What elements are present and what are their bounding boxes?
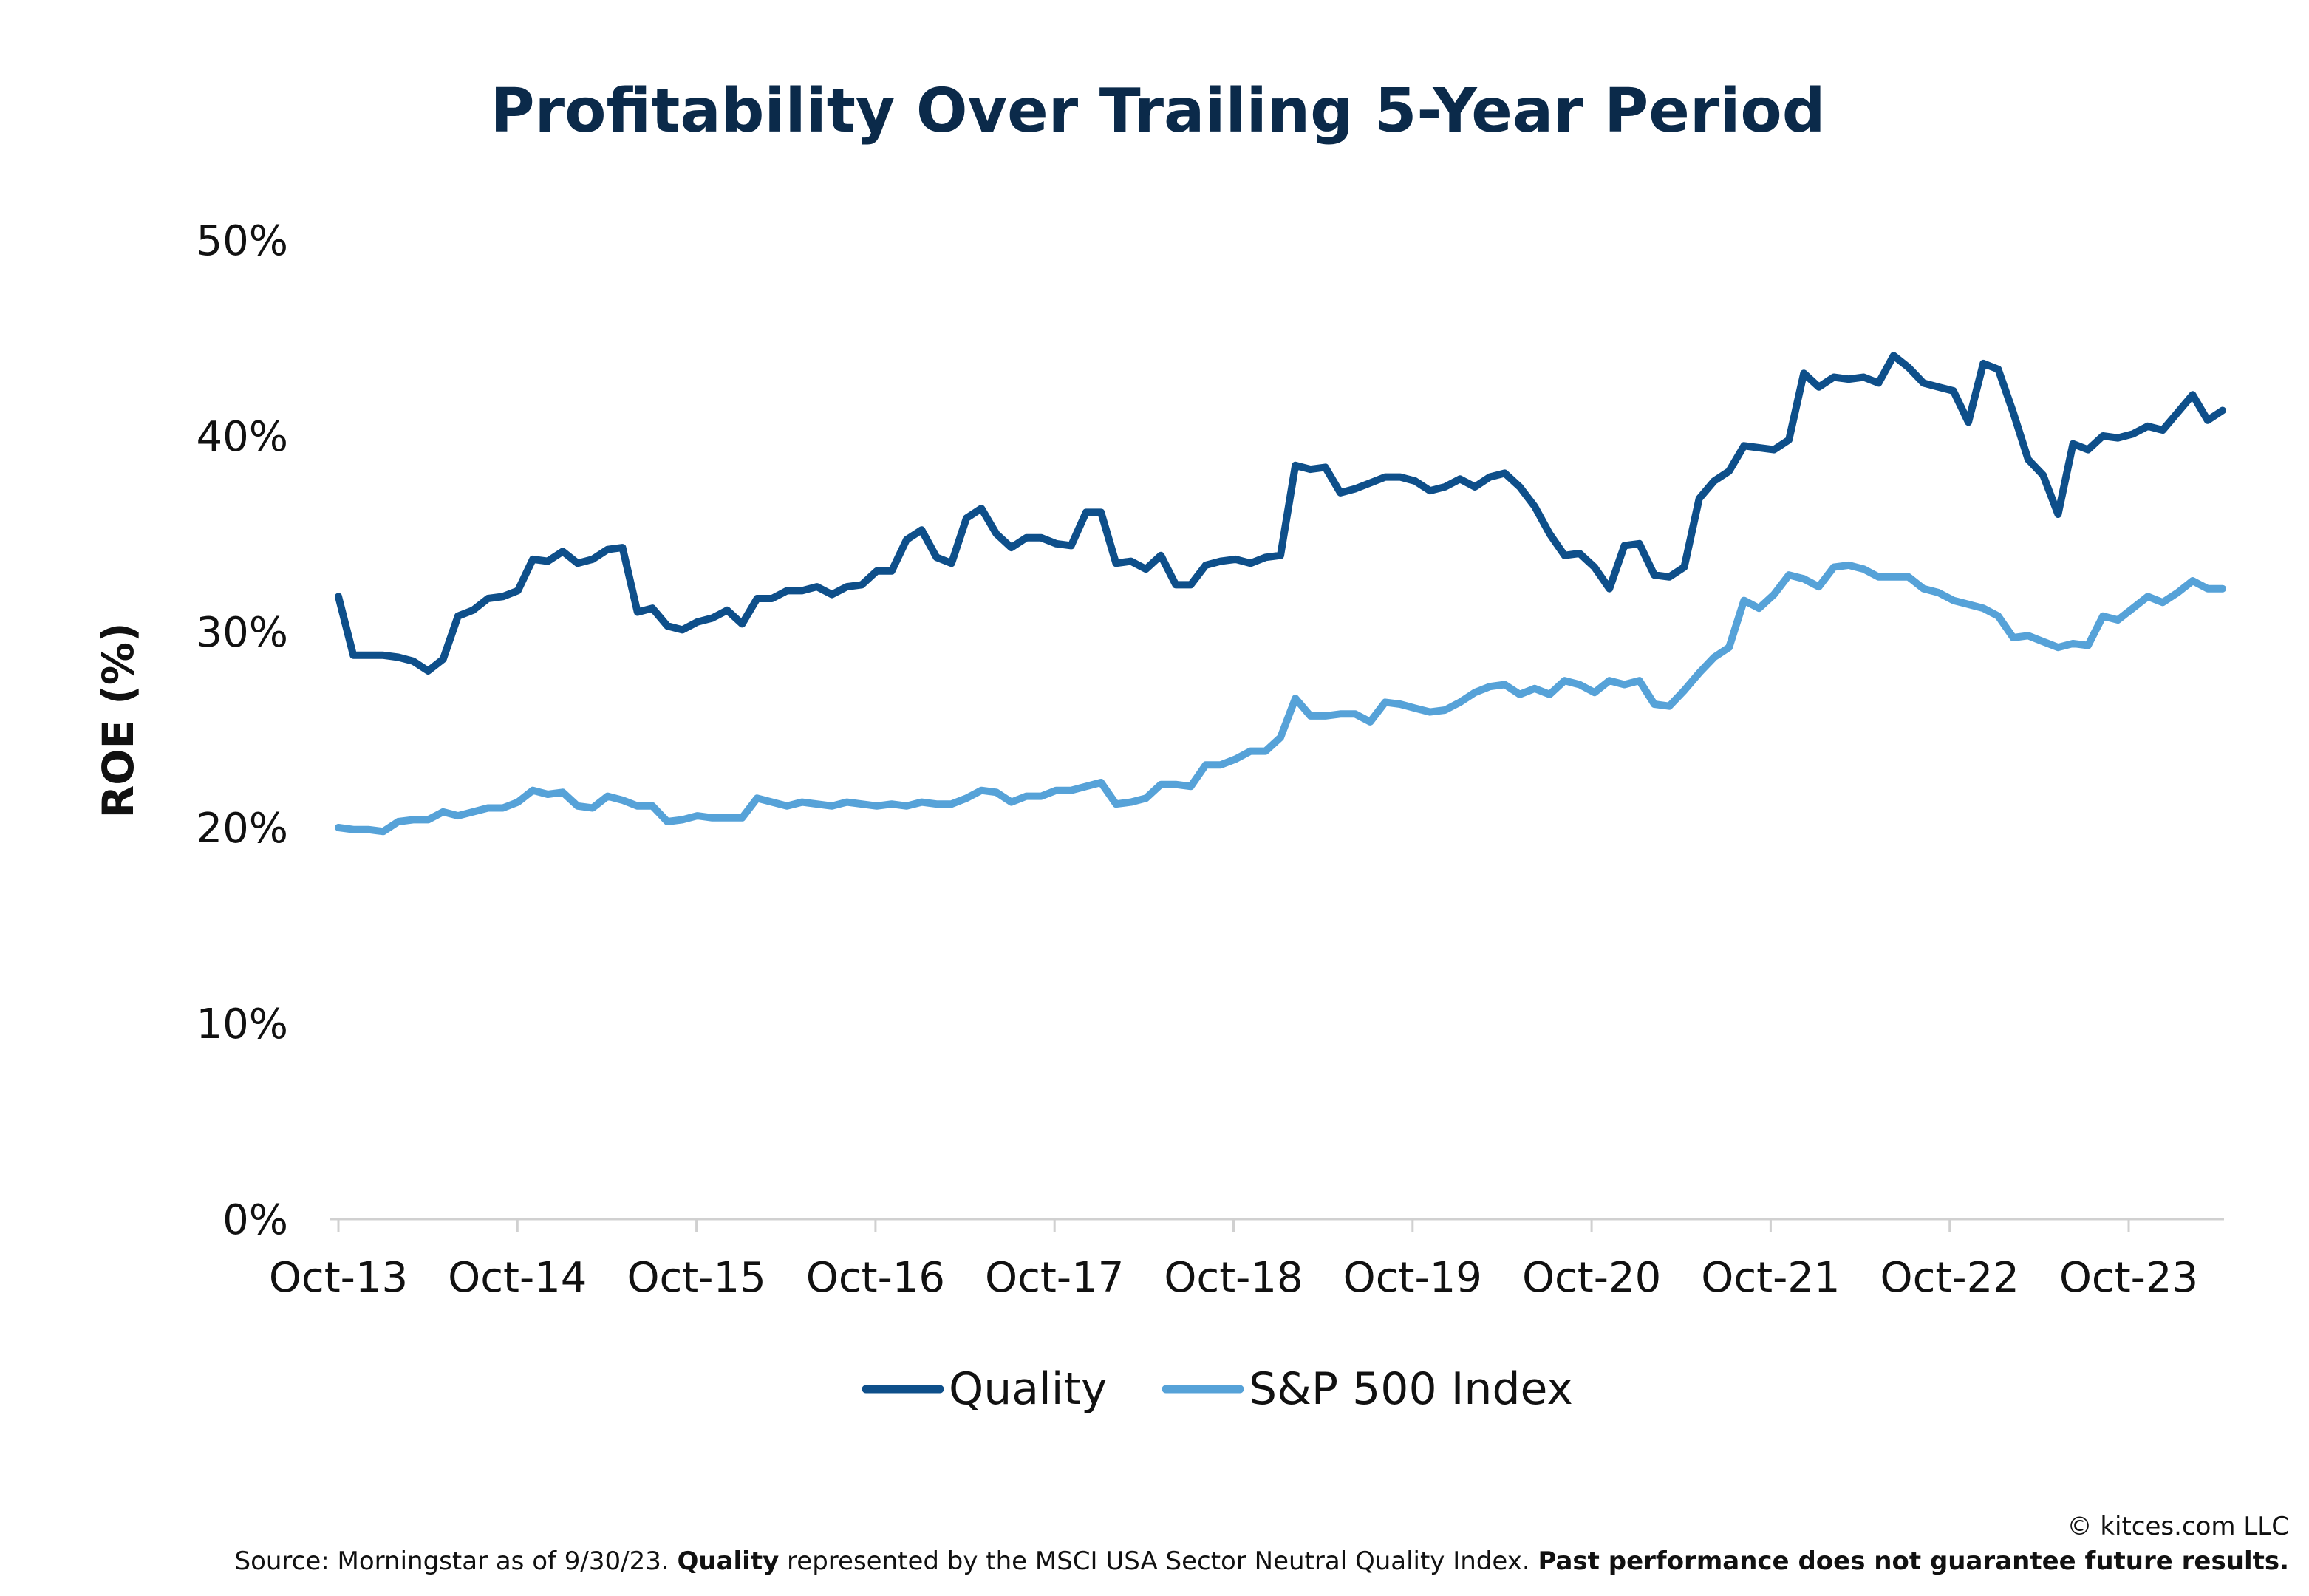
y-tick-label: 30% (197, 609, 288, 657)
y-tick-label: 40% (197, 413, 288, 461)
source-prefix: Source: Morningstar as of 9/30/23. (235, 1546, 678, 1576)
y-axis-title: ROE (%) (93, 623, 143, 819)
x-tick-label: Oct-20 (1522, 1254, 1661, 1302)
y-tick-label: 20% (197, 805, 288, 853)
x-tick-label: Oct-13 (269, 1254, 408, 1302)
x-tick-label: Oct-16 (806, 1254, 945, 1302)
disclaimer: Past performance does not guarantee futu… (1538, 1546, 2289, 1576)
y-axis: 0% 10% 20% 30% 40% 50% (197, 217, 288, 1244)
legend: Quality S&P 500 Index (862, 1363, 1573, 1415)
x-tick-label: Oct-21 (1701, 1254, 1840, 1302)
source-middle: represented by the MSCI USA Sector Neutr… (779, 1546, 1538, 1576)
source-note: Source: Morningstar as of 9/30/23. Quali… (235, 1546, 2290, 1576)
y-tick-label: 0% (222, 1196, 288, 1244)
x-tick-label: Oct-17 (985, 1254, 1124, 1302)
source-bold: Quality (677, 1546, 779, 1576)
legend-label-quality: Quality (949, 1363, 1107, 1415)
x-tick-label: Oct-14 (448, 1254, 587, 1302)
y-tick-label: 10% (197, 1000, 288, 1048)
series-line-sp500 (335, 561, 2226, 836)
x-tick-label: Oct-22 (1880, 1254, 2019, 1302)
series-line-quality (335, 352, 2226, 675)
x-tick-label: Oct-23 (2059, 1254, 2198, 1302)
legend-label-sp500: S&P 500 Index (1249, 1363, 1573, 1415)
copyright-text: © kitces.com LLC (2067, 1512, 2289, 1541)
plot-area (335, 352, 2226, 836)
y-tick-label: 50% (197, 217, 288, 265)
x-tick-label: Oct-18 (1164, 1254, 1303, 1302)
x-tick-label: Oct-19 (1343, 1254, 1482, 1302)
x-axis: Oct-13 Oct-14 Oct-15 Oct-16 Oct-17 Oct-18 Oct-… (269, 1218, 2224, 1302)
chart-title: Profitability Over Trailing 5-Year Perio… (491, 76, 1826, 146)
x-tick-label: Oct-15 (627, 1254, 765, 1302)
